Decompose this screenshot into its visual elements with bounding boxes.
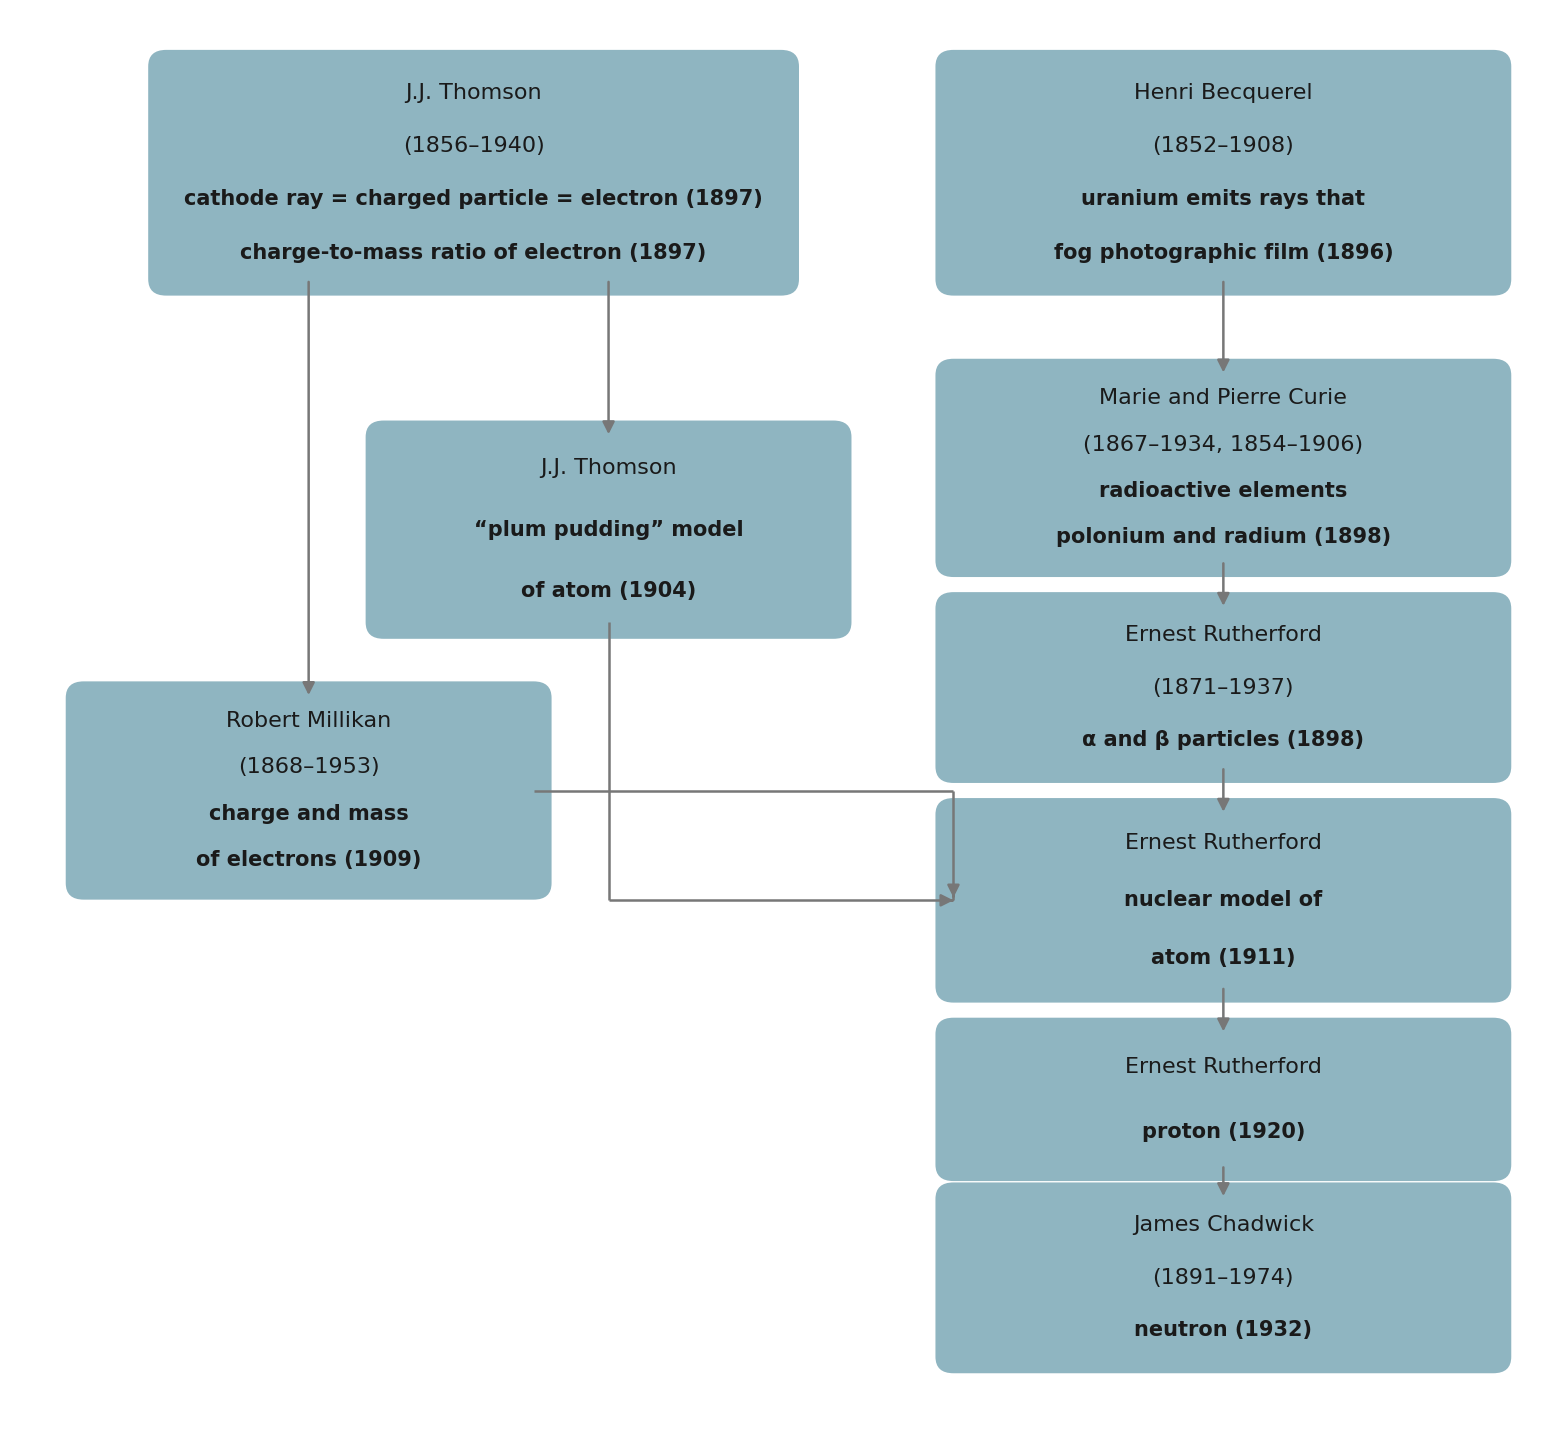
Text: atom (1911): atom (1911) xyxy=(1151,948,1295,968)
Text: (1856–1940): (1856–1940) xyxy=(403,136,545,156)
FancyBboxPatch shape xyxy=(66,681,551,899)
FancyBboxPatch shape xyxy=(936,359,1512,578)
Text: J.J. Thomson: J.J. Thomson xyxy=(540,458,676,478)
Text: α and β particles (1898): α and β particles (1898) xyxy=(1082,731,1364,751)
Text: polonium and radium (1898): polonium and radium (1898) xyxy=(1056,528,1390,548)
Text: of electrons (1909): of electrons (1909) xyxy=(195,849,422,869)
Text: “plum pudding” model: “plum pudding” model xyxy=(473,519,744,539)
Text: J.J. Thomson: J.J. Thomson xyxy=(405,83,542,103)
FancyBboxPatch shape xyxy=(936,50,1512,296)
Text: Ernest Rutherford: Ernest Rutherford xyxy=(1125,834,1321,854)
Text: Ernest Rutherford: Ernest Rutherford xyxy=(1125,1057,1321,1077)
FancyBboxPatch shape xyxy=(936,592,1512,784)
Text: Henri Becquerel: Henri Becquerel xyxy=(1134,83,1312,103)
Text: (1871–1937): (1871–1937) xyxy=(1153,678,1293,698)
Text: cathode ray = charged particle = electron (1897): cathode ray = charged particle = electro… xyxy=(184,189,762,209)
Text: uranium emits rays that: uranium emits rays that xyxy=(1081,189,1365,209)
Text: (1867–1934, 1854–1906): (1867–1934, 1854–1906) xyxy=(1084,435,1364,455)
Text: nuclear model of: nuclear model of xyxy=(1125,891,1323,911)
Text: (1891–1974): (1891–1974) xyxy=(1153,1268,1293,1288)
Text: (1868–1953): (1868–1953) xyxy=(237,758,380,778)
Text: James Chadwick: James Chadwick xyxy=(1132,1216,1314,1236)
FancyBboxPatch shape xyxy=(148,50,800,296)
FancyBboxPatch shape xyxy=(366,420,851,639)
Text: Marie and Pierre Curie: Marie and Pierre Curie xyxy=(1100,389,1348,409)
Text: Ernest Rutherford: Ernest Rutherford xyxy=(1125,625,1321,645)
Text: of atom (1904): of atom (1904) xyxy=(522,582,697,602)
Text: (1852–1908): (1852–1908) xyxy=(1153,136,1295,156)
Text: Robert Millikan: Robert Millikan xyxy=(226,711,390,731)
Text: charge-to-mass ratio of electron (1897): charge-to-mass ratio of electron (1897) xyxy=(241,243,706,263)
FancyBboxPatch shape xyxy=(936,1183,1512,1373)
Text: charge and mass: charge and mass xyxy=(209,804,409,824)
Text: proton (1920): proton (1920) xyxy=(1142,1123,1304,1143)
FancyBboxPatch shape xyxy=(936,798,1512,1002)
FancyBboxPatch shape xyxy=(936,1018,1512,1181)
Text: neutron (1932): neutron (1932) xyxy=(1134,1320,1312,1340)
Text: fog photographic film (1896): fog photographic film (1896) xyxy=(1053,243,1393,263)
Text: radioactive elements: radioactive elements xyxy=(1100,480,1348,500)
